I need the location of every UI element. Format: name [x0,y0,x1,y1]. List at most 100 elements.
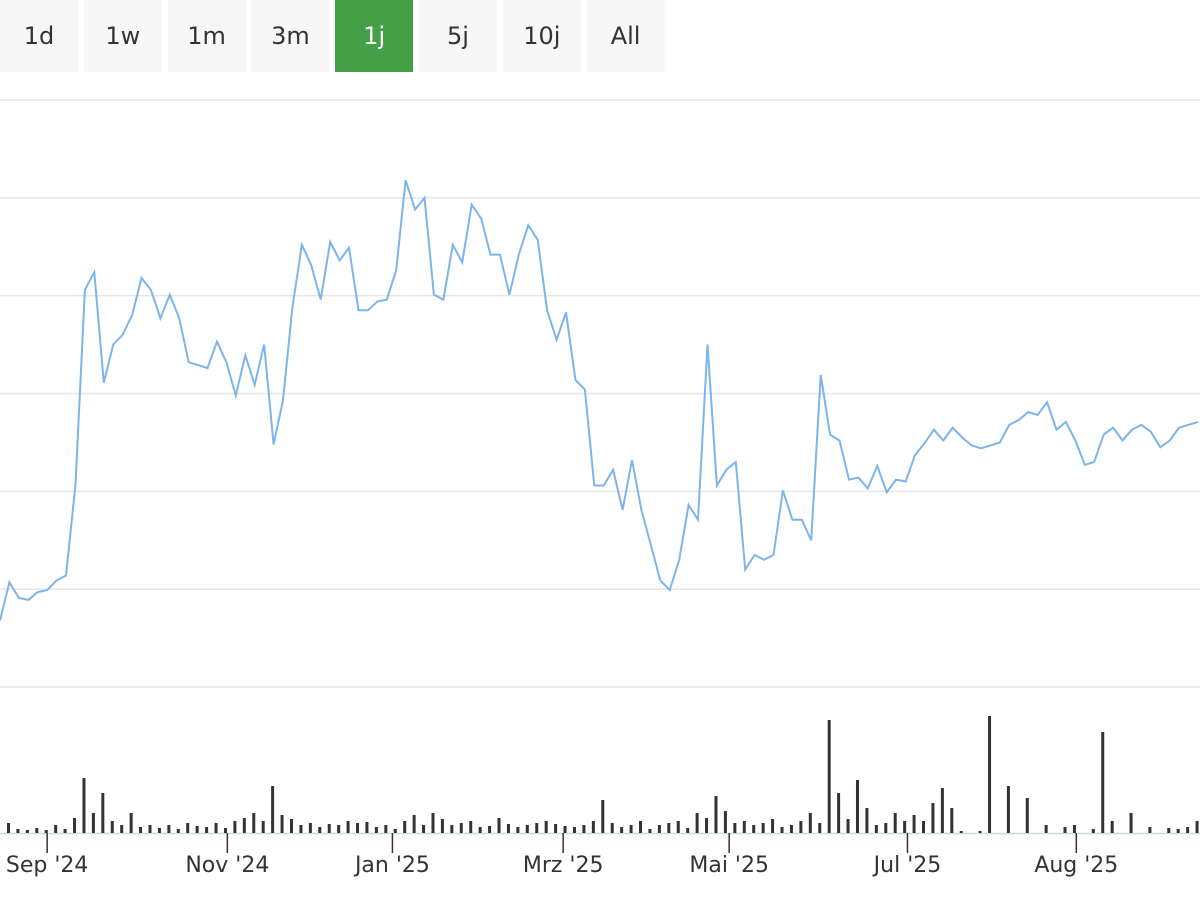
volume-bar [922,821,926,833]
volume-bar [205,827,209,833]
volume-bar [1044,825,1048,833]
volume-bar [148,825,152,833]
volume-bar [242,818,246,833]
volume-bar [412,815,416,833]
x-tick-label: Aug '25 [1034,853,1118,878]
volume-bar [252,813,256,833]
x-tick-label: Jan '25 [353,853,430,878]
volume-bar [761,823,765,833]
volume-bar [73,818,77,833]
range-button[interactable]: 1j [335,0,414,72]
volume-bar [7,823,10,833]
volume-bar [497,818,501,833]
volume-bar [572,827,576,833]
volume-bar [478,827,482,833]
volume-bar [780,827,784,833]
volume-bar [639,821,643,833]
volume-bar [893,813,897,833]
range-button[interactable]: 10j [502,0,581,72]
volume-bar [789,825,793,833]
volume-bar [422,825,426,833]
volume-bar [799,821,803,833]
volume-bar [403,821,407,833]
volume-bar [308,823,312,833]
volume-bar [233,821,237,833]
volume-bar [299,825,303,833]
volume-bar [1129,813,1133,833]
range-button[interactable]: 3m [251,0,330,72]
volume-bar [271,786,275,833]
price-line [0,179,1199,621]
volume-bar [450,825,454,833]
volume-bar [365,822,369,833]
volume-bar [327,824,331,833]
volume-bar [874,825,878,833]
volume-bar [978,831,982,833]
volume-bar [1167,828,1171,833]
volume-bar [667,823,671,833]
volume-bar [1195,821,1199,833]
volume-bar [808,813,812,833]
volume-bar [657,825,661,833]
volume-bar [931,803,935,833]
volume-bar [157,828,161,833]
volume-bar [1110,821,1114,833]
volume-bar [676,821,680,833]
volume-bar [865,808,869,833]
volume-bar [742,821,746,833]
volume-bar [629,825,633,833]
volume-bar [582,825,586,833]
volume-bar [25,830,29,833]
x-tick-label: Jul '25 [872,853,942,878]
volume-bar [837,793,841,833]
volume-bar [988,716,992,833]
volume-bar [1072,825,1076,833]
volume-bar [129,813,133,833]
volume-bar [101,793,105,833]
volume-bar [818,823,822,833]
volume-bar [120,825,124,833]
volume-bar [374,827,378,833]
volume-bar [110,821,114,833]
volume-bar [591,821,595,833]
range-button[interactable]: 1d [0,0,78,72]
volume-bar [214,823,218,833]
volume-bar [535,823,539,833]
volume-bar [723,811,727,833]
volume-bar [959,831,963,833]
volume-bar [35,828,39,833]
range-button[interactable]: All [586,0,665,72]
volume-bar [601,800,605,833]
x-tick-label: Nov '24 [185,853,269,878]
range-button[interactable]: 1w [83,0,162,72]
volume-bar [167,825,171,833]
volume-bar [1091,829,1095,833]
volume-bar [54,825,58,833]
volume-bar [139,827,143,833]
volume-bar [563,826,567,833]
volume-bar [1006,786,1010,833]
volume-bar [884,823,888,833]
range-button[interactable]: 1m [167,0,246,72]
x-tick-label: Mrz '25 [523,853,604,878]
volume-bar [705,818,709,833]
volume-bar [82,778,86,833]
volume-bar [1176,829,1180,833]
volume-bar [1186,827,1190,833]
volume-bar [950,808,954,833]
volume-bar [44,830,48,833]
volume-bar [440,819,444,833]
volume-bar [940,788,944,833]
volume-bar [506,824,510,833]
volume-bar [1025,798,1029,833]
volume-bar [686,828,690,833]
range-button[interactable]: 5j [419,0,497,72]
volume-bar [346,821,350,833]
volume-bar [903,821,907,833]
volume-bar [620,827,624,833]
volume-bar [544,821,548,833]
volume-bar [384,825,388,833]
volume-bar [431,813,435,833]
